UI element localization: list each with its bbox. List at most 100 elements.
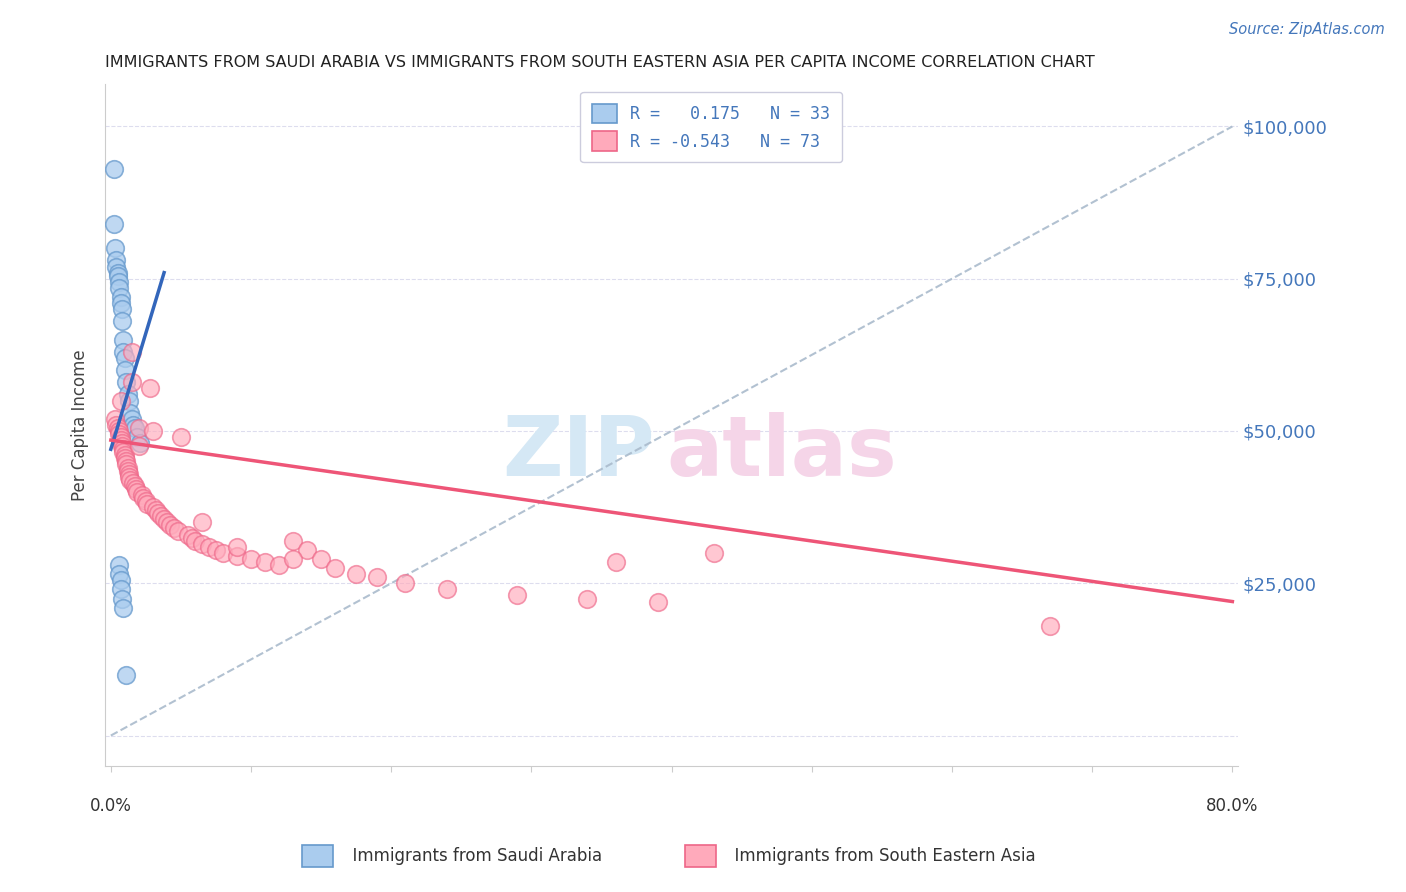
Point	[107, 266, 129, 280]
Point	[142, 424, 165, 438]
Point	[145, 503, 167, 517]
Point	[105, 253, 128, 268]
Point	[108, 281, 131, 295]
Point	[112, 600, 135, 615]
Point	[104, 412, 127, 426]
Point	[281, 533, 304, 548]
Point	[198, 540, 221, 554]
Point	[170, 430, 193, 444]
Point	[117, 464, 139, 478]
Point	[127, 484, 149, 499]
Point	[295, 542, 318, 557]
Point	[131, 488, 153, 502]
Point	[121, 412, 143, 426]
Point	[150, 509, 173, 524]
Point	[111, 302, 134, 317]
Point	[121, 344, 143, 359]
Point	[120, 473, 142, 487]
Point	[240, 552, 263, 566]
Point	[148, 506, 170, 520]
Point	[117, 387, 139, 401]
Point	[394, 576, 416, 591]
Point	[110, 573, 132, 587]
Point	[114, 448, 136, 462]
Point	[506, 589, 529, 603]
Point	[132, 491, 155, 505]
Point	[167, 524, 190, 539]
Point	[159, 518, 181, 533]
Point	[104, 241, 127, 255]
Point	[177, 527, 200, 541]
Point	[1039, 619, 1062, 633]
Legend: R =   0.175   N = 33, R = -0.543   N = 73: R = 0.175 N = 33, R = -0.543 N = 73	[581, 92, 842, 162]
Point	[108, 558, 131, 572]
Point	[309, 552, 332, 566]
Point	[108, 424, 131, 438]
Point	[108, 567, 131, 582]
Point	[112, 445, 135, 459]
Point	[111, 314, 134, 328]
Point	[703, 546, 725, 560]
Point	[105, 260, 128, 274]
Point	[605, 555, 627, 569]
Point	[114, 451, 136, 466]
Point	[112, 333, 135, 347]
Point	[212, 546, 235, 560]
Point	[136, 497, 159, 511]
Point	[108, 275, 131, 289]
Point	[153, 512, 176, 526]
Point	[110, 430, 132, 444]
Point	[111, 436, 134, 450]
Point	[110, 296, 132, 310]
Point	[108, 427, 131, 442]
Text: ZIP: ZIP	[502, 412, 655, 492]
Point	[191, 537, 214, 551]
Point	[105, 417, 128, 432]
Point	[163, 521, 186, 535]
Y-axis label: Per Capita Income: Per Capita Income	[72, 349, 89, 500]
Point	[366, 570, 388, 584]
Text: 0.0%: 0.0%	[90, 797, 132, 814]
Point	[127, 430, 149, 444]
Point	[323, 561, 346, 575]
Point	[110, 582, 132, 597]
Text: Source: ZipAtlas.com: Source: ZipAtlas.com	[1229, 22, 1385, 37]
Point	[156, 516, 179, 530]
Point	[122, 475, 145, 490]
Point	[135, 494, 157, 508]
Point	[205, 542, 228, 557]
Point	[191, 516, 214, 530]
Point	[118, 393, 141, 408]
Point	[226, 540, 249, 554]
Point	[139, 381, 162, 395]
Point	[184, 533, 207, 548]
Point	[281, 552, 304, 566]
Point	[254, 555, 277, 569]
Point	[111, 439, 134, 453]
Point	[124, 479, 146, 493]
Point	[115, 667, 138, 681]
Point	[142, 500, 165, 515]
Point	[122, 417, 145, 432]
Point	[112, 442, 135, 457]
Point	[124, 421, 146, 435]
Point	[121, 376, 143, 390]
Point	[128, 439, 150, 453]
Point	[115, 454, 138, 468]
Point	[129, 436, 152, 450]
Point	[103, 217, 125, 231]
Point	[344, 567, 367, 582]
Point	[107, 421, 129, 435]
Point	[118, 469, 141, 483]
Text: atlas: atlas	[666, 412, 897, 492]
Point	[114, 363, 136, 377]
Point	[115, 458, 138, 472]
Point	[125, 482, 148, 496]
Text: IMMIGRANTS FROM SAUDI ARABIA VS IMMIGRANTS FROM SOUTH EASTERN ASIA PER CAPITA IN: IMMIGRANTS FROM SAUDI ARABIA VS IMMIGRAN…	[105, 55, 1095, 70]
Point	[128, 421, 150, 435]
Point	[117, 460, 139, 475]
Text: 80.0%: 80.0%	[1206, 797, 1258, 814]
Text: Immigrants from Saudi Arabia: Immigrants from Saudi Arabia	[342, 847, 602, 865]
Point	[110, 290, 132, 304]
Point	[111, 591, 134, 606]
